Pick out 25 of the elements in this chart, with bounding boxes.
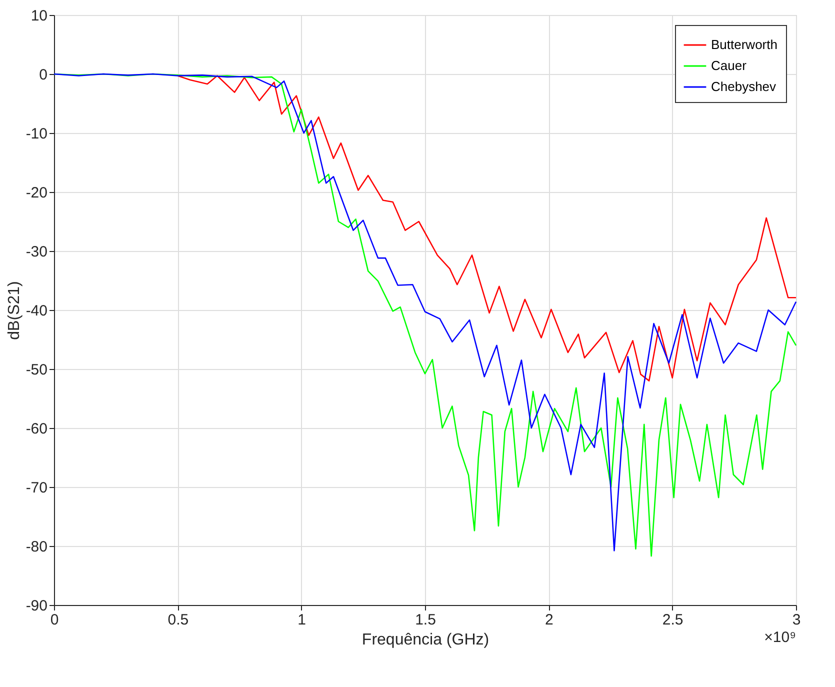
y-tick-label: -10 <box>26 126 48 142</box>
x-tick-label: 1 <box>298 612 306 628</box>
legend-label: Cauer <box>711 58 748 73</box>
x-axis-title: Frequência (GHz) <box>362 632 490 648</box>
legend-label: Chebyshev <box>711 79 777 94</box>
legend-label: Butterworth <box>711 37 778 52</box>
text: ×10⁹ <box>764 629 796 646</box>
x-tick-label: 1.5 <box>415 612 436 628</box>
y-tick-label: 10 <box>30 8 48 24</box>
y-tick-label: -80 <box>26 538 48 556</box>
y-tick-label: -20 <box>26 184 48 202</box>
x-tick-label: 0 <box>50 612 59 628</box>
x-tick-label: 2.5 <box>662 612 684 628</box>
y-tick-label: -90 <box>26 598 48 614</box>
y-axis-title: dB(S21) <box>6 281 23 340</box>
y-tick-label: -30 <box>26 244 48 260</box>
y-tick-label: -50 <box>26 362 48 378</box>
y-tick-label: -60 <box>26 420 48 438</box>
x-tick-label: 3 <box>792 612 801 628</box>
x-tick-label: 2 <box>544 612 554 628</box>
y-tick-label: 0 <box>39 66 48 84</box>
y-tick-label: -70 <box>26 480 48 496</box>
x-tick-label: 0.5 <box>168 612 189 628</box>
line-series <box>177 75 797 382</box>
y-tick-label: -40 <box>26 302 48 320</box>
